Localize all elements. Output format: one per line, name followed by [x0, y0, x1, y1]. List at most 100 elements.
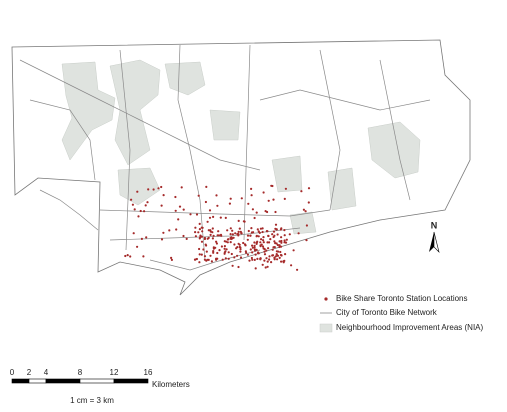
- station: [267, 234, 270, 237]
- scale-tick-label: 2: [27, 368, 32, 377]
- station: [237, 230, 240, 233]
- station: [261, 245, 265, 248]
- station: [263, 253, 267, 256]
- station: [290, 264, 293, 267]
- station: [221, 258, 224, 261]
- station: [198, 253, 201, 256]
- station: [253, 216, 256, 220]
- station: [268, 258, 271, 261]
- station: [264, 266, 267, 269]
- station: [273, 258, 276, 261]
- station: [211, 237, 214, 240]
- station: [280, 260, 283, 263]
- scale-unit: Kilometers: [152, 380, 190, 389]
- station: [209, 233, 212, 236]
- station: [212, 251, 215, 254]
- station: [272, 198, 275, 201]
- station: [256, 240, 259, 243]
- station: [229, 233, 232, 236]
- station: [262, 191, 265, 194]
- station: [272, 246, 275, 249]
- station: [278, 240, 281, 243]
- station: [304, 210, 307, 213]
- station: [273, 256, 276, 259]
- station: [162, 231, 165, 234]
- station: [132, 232, 135, 235]
- bike-route: [39, 189, 99, 231]
- station: [224, 216, 227, 219]
- station: [228, 202, 231, 205]
- station: [174, 209, 177, 212]
- station: [206, 237, 209, 240]
- station: [200, 253, 203, 256]
- bike-route: [243, 44, 251, 241]
- station: [220, 234, 223, 237]
- station: [195, 213, 199, 216]
- station: [208, 209, 212, 212]
- north-arrow-right: [433, 231, 440, 253]
- bike-route: [319, 49, 341, 211]
- station: [194, 226, 197, 229]
- station: [238, 227, 241, 230]
- station: [131, 203, 134, 206]
- station: [223, 251, 226, 254]
- station: [283, 197, 286, 200]
- station: [250, 227, 253, 230]
- station: [261, 263, 264, 266]
- station: [216, 204, 219, 207]
- station: [239, 256, 243, 259]
- bike-route: [379, 59, 411, 201]
- scale-ratio: 1 cm = 3 km: [70, 396, 114, 405]
- station: [130, 198, 133, 201]
- station: [205, 259, 208, 262]
- station: [251, 251, 254, 254]
- scale-tick-label: 12: [110, 368, 119, 377]
- station: [195, 257, 198, 261]
- station: [227, 251, 230, 254]
- legend-station-symbol: [324, 297, 328, 301]
- station: [263, 259, 266, 262]
- station: [200, 240, 204, 243]
- station: [194, 231, 197, 234]
- station: [198, 261, 201, 264]
- station: [283, 229, 286, 232]
- station: [253, 258, 256, 261]
- station: [205, 185, 208, 188]
- station: [262, 241, 265, 244]
- station: [216, 234, 219, 237]
- station: [259, 258, 262, 261]
- station: [203, 255, 207, 258]
- station: [274, 210, 277, 214]
- station: [200, 235, 203, 238]
- station: [225, 240, 228, 243]
- station: [233, 256, 236, 259]
- station: [198, 222, 201, 225]
- station: [292, 249, 295, 252]
- station: [243, 243, 247, 246]
- station: [237, 219, 240, 222]
- station: [240, 232, 243, 235]
- bike-route: [29, 99, 96, 181]
- station: [197, 231, 200, 234]
- station: [249, 248, 252, 251]
- station: [198, 228, 201, 231]
- station: [297, 232, 300, 235]
- scale-tick-label: 16: [144, 368, 153, 377]
- station: [270, 184, 273, 187]
- station: [225, 248, 228, 251]
- station: [240, 197, 243, 200]
- station: [194, 235, 197, 238]
- bike-route: [19, 59, 261, 171]
- station: [266, 260, 269, 263]
- station: [253, 246, 256, 249]
- station: [239, 250, 242, 253]
- station: [175, 228, 178, 231]
- station: [234, 232, 237, 235]
- station: [209, 254, 212, 257]
- station: [272, 230, 276, 233]
- station: [307, 201, 310, 204]
- station: [136, 245, 139, 248]
- station: [160, 238, 164, 241]
- station: [209, 230, 212, 233]
